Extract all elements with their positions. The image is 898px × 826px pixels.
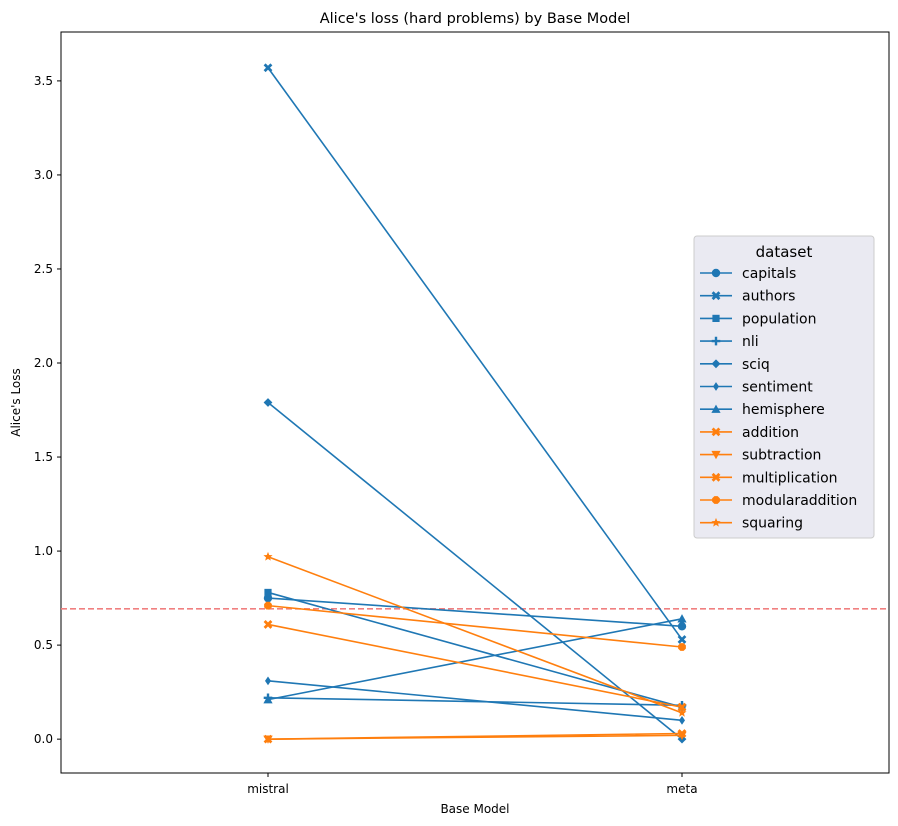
point-sciq-marker <box>263 398 273 407</box>
legend-label-hemisphere: hemisphere <box>742 402 825 418</box>
legend-label-authors: authors <box>742 289 795 305</box>
chart-title: Alice's loss (hard problems) by Base Mod… <box>320 11 631 27</box>
y-tick-label: 0.0 <box>34 732 53 746</box>
legend-entry-sentiment: sentiment <box>700 380 813 396</box>
legend-entry-addition: addition <box>700 425 799 441</box>
point-hemisphere-marker <box>677 614 687 623</box>
point-modularaddition-marker <box>678 643 686 651</box>
legend-entry-sciq: sciq <box>700 357 770 373</box>
legend-population-marker <box>712 314 720 322</box>
y-tick-label: 2.0 <box>34 356 53 370</box>
point-sentiment-marker <box>679 715 685 725</box>
y-axis: 0.0 0.5 1.0 1.5 2.0 2.5 3.0 3.5 <box>34 74 61 746</box>
series-modularaddition <box>264 601 686 651</box>
series-sciq <box>263 398 687 744</box>
legend-capitals-marker <box>711 268 721 278</box>
y-tick-label: 3.5 <box>34 74 53 88</box>
legend-entry-modularaddition: modularaddition <box>700 493 857 509</box>
series-line-sentiment <box>267 680 683 722</box>
legend-label-addition: addition <box>742 425 799 441</box>
point-squaring-marker <box>677 708 687 717</box>
series-line-authors <box>267 67 683 640</box>
series-multiplication <box>263 620 687 712</box>
legend-entry-hemisphere: hemisphere <box>700 402 825 418</box>
legend-label-nli: nli <box>742 334 759 350</box>
series-population <box>264 588 686 711</box>
series-hemisphere <box>263 614 687 704</box>
legend-sciq-marker <box>711 359 721 369</box>
point-authors-marker <box>677 635 687 644</box>
legend-authors-marker <box>711 291 721 301</box>
legend-label-modularaddition: modularaddition <box>742 493 857 509</box>
series-line-nli <box>267 696 683 707</box>
legend-entry-population: population <box>700 311 817 327</box>
point-capitals-marker <box>677 622 687 631</box>
x-tick-label-meta: meta <box>666 782 697 796</box>
series-line-multiplication <box>267 623 683 708</box>
legend-entry-capitals: capitals <box>700 266 796 282</box>
legend-box <box>693 235 875 539</box>
series-squaring <box>263 551 687 717</box>
legend-entry-subtraction: subtraction <box>700 448 821 464</box>
y-axis-title: Alice's Loss <box>9 368 23 437</box>
series-sentiment <box>265 676 685 725</box>
y-tick-label: 0.5 <box>34 638 53 652</box>
y-tick-label: 2.5 <box>34 262 53 276</box>
legend-label-sciq: sciq <box>742 357 770 373</box>
legend-squaring-marker <box>711 517 721 527</box>
legend-addition-marker <box>711 427 721 437</box>
series-authors <box>263 63 687 644</box>
legend-label-sentiment: sentiment <box>742 380 813 396</box>
point-population-marker <box>264 588 272 597</box>
point-modularaddition-marker <box>264 601 272 610</box>
point-multiplication-marker <box>677 702 687 712</box>
legend-entry-nli: nli <box>700 334 759 350</box>
legend-label-subtraction: subtraction <box>742 448 821 464</box>
series-line-hemisphere <box>267 617 683 701</box>
x-tick-label-mistral: mistral <box>247 782 289 796</box>
series-line-population <box>267 591 683 708</box>
series-line-modularaddition <box>267 604 683 648</box>
legend-sentiment-marker <box>713 382 719 391</box>
legend-multiplication-marker <box>711 472 721 482</box>
plot-area <box>60 31 890 774</box>
legend-entry-multiplication: multiplication <box>700 470 838 486</box>
legend: dataset capitals authors population nli sciq… <box>693 235 875 539</box>
series-group <box>263 63 687 744</box>
series-line-sciq <box>267 401 683 740</box>
legend-modularaddition-marker <box>712 496 720 504</box>
series-line-subtraction <box>267 734 683 740</box>
legend-subtraction-marker <box>711 450 721 460</box>
series-line-squaring <box>267 555 683 714</box>
point-subtraction-marker <box>263 735 273 744</box>
point-authors-marker <box>263 63 273 73</box>
legend-label-squaring: squaring <box>742 516 803 532</box>
y-tick-label: 3.0 <box>34 168 53 182</box>
legend-hemisphere-marker <box>711 404 721 413</box>
legend-entries: capitals authors population nli sciq sentimen… <box>700 266 857 532</box>
legend-label-multiplication: multiplication <box>742 470 838 486</box>
legend-title: dataset <box>756 243 813 261</box>
series-subtraction <box>263 731 687 744</box>
series-line-capitals <box>267 597 683 628</box>
point-squaring-marker <box>263 551 273 561</box>
legend-entry-authors: authors <box>700 289 795 305</box>
legend-label-capitals: capitals <box>742 266 796 282</box>
legend-label-population: population <box>742 311 817 327</box>
legend-entry-squaring: squaring <box>700 516 803 532</box>
y-tick-label: 1.5 <box>34 450 53 464</box>
x-axis-title: Base Model <box>440 802 509 816</box>
x-axis: mistral meta <box>247 773 698 796</box>
point-sentiment-marker <box>265 676 271 686</box>
y-tick-label: 1.0 <box>34 544 53 558</box>
point-subtraction-marker <box>677 731 687 740</box>
legend-nli-marker <box>711 336 721 346</box>
point-hemisphere-marker <box>263 695 273 704</box>
point-multiplication-marker <box>263 620 273 629</box>
